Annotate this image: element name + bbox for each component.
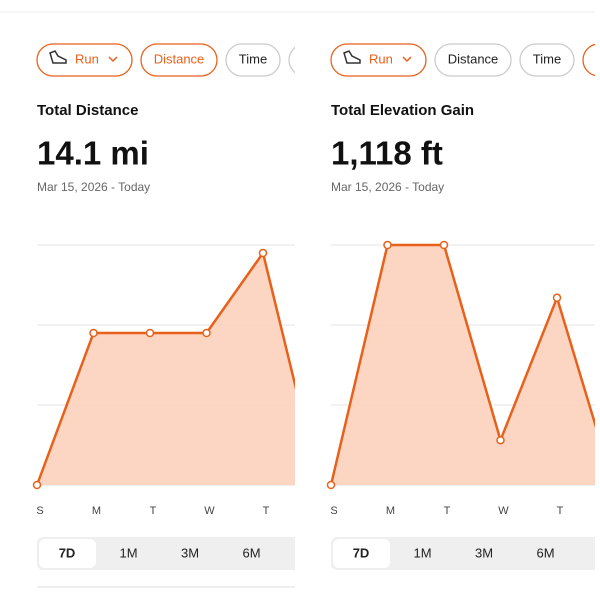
range-tab[interactable]: 3M — [475, 545, 493, 560]
shoe-icon — [49, 50, 67, 64]
data-point — [145, 328, 155, 338]
area-fill — [331, 245, 595, 485]
filter-label: Run — [75, 51, 99, 66]
data-point — [258, 248, 268, 258]
area-line — [35, 251, 295, 486]
x-tick-label: T — [444, 505, 451, 517]
range-tab[interactable]: 7D — [59, 545, 76, 560]
data-point — [89, 328, 98, 338]
chevron — [108, 56, 118, 63]
date-range: Mar 15, 2026 - Today — [37, 180, 150, 194]
data-point — [552, 293, 562, 303]
data-point — [32, 480, 42, 490]
x-tick-label: S — [36, 505, 43, 517]
filter-chip[interactable] — [519, 43, 575, 77]
date-range: Mar 15, 2026 - Today — [331, 180, 444, 194]
filter-label: Time — [533, 51, 561, 66]
range-bar — [331, 537, 595, 570]
filter-label: Time — [239, 51, 267, 66]
x-tick-label: T — [150, 505, 157, 517]
filter-chip[interactable] — [140, 43, 218, 77]
filter-chip[interactable] — [36, 43, 133, 77]
x-tick-label: W — [498, 505, 509, 517]
chevron — [402, 56, 412, 63]
filter-chip-cut — [288, 46, 295, 74]
stat-total: 14.1 mi — [37, 135, 149, 172]
data-point — [326, 480, 336, 490]
filter-chip[interactable] — [225, 43, 281, 77]
range-tab[interactable]: 1M — [119, 545, 137, 560]
range-selected — [333, 539, 390, 568]
range-tab[interactable]: 3M — [181, 545, 199, 560]
range-bar — [37, 537, 295, 570]
filter-label: Run — [369, 51, 393, 66]
stat-total: 1,118 ft — [331, 135, 443, 172]
filter-label: Distance — [448, 51, 499, 66]
data-point — [439, 240, 449, 250]
filter-chip[interactable] — [330, 43, 427, 77]
x-tick-label: W — [204, 505, 215, 517]
range-tab[interactable]: 1M — [413, 545, 431, 560]
panel: Run Distance Time Total Distance 14.1 mi Mar … — [0, 11, 295, 588]
stat-title: Total Distance — [37, 102, 138, 119]
area-line — [329, 243, 595, 486]
data-point — [496, 435, 505, 445]
x-tick-label: T — [557, 505, 564, 517]
range-tab[interactable]: 6M — [242, 545, 260, 560]
range-tab[interactable]: 7D — [353, 545, 370, 560]
panel: Run Distance Time Total Elevation Gain 1,118… — [295, 11, 595, 570]
range-selected — [39, 539, 96, 568]
x-tick-label: M — [386, 505, 395, 517]
x-tick-label: T — [263, 505, 270, 517]
data-point — [202, 328, 211, 338]
shoe-icon — [343, 50, 361, 64]
data-point — [383, 240, 392, 250]
filter-chip[interactable] — [434, 43, 512, 77]
x-tick-label: M — [92, 505, 101, 517]
range-tab[interactable]: 6M — [536, 545, 554, 560]
stat-title: Total Elevation Gain — [331, 102, 474, 119]
filter-label: Distance — [154, 51, 205, 66]
x-tick-label: S — [330, 505, 337, 517]
area-fill — [37, 253, 295, 485]
filter-chip-cut — [582, 43, 595, 77]
